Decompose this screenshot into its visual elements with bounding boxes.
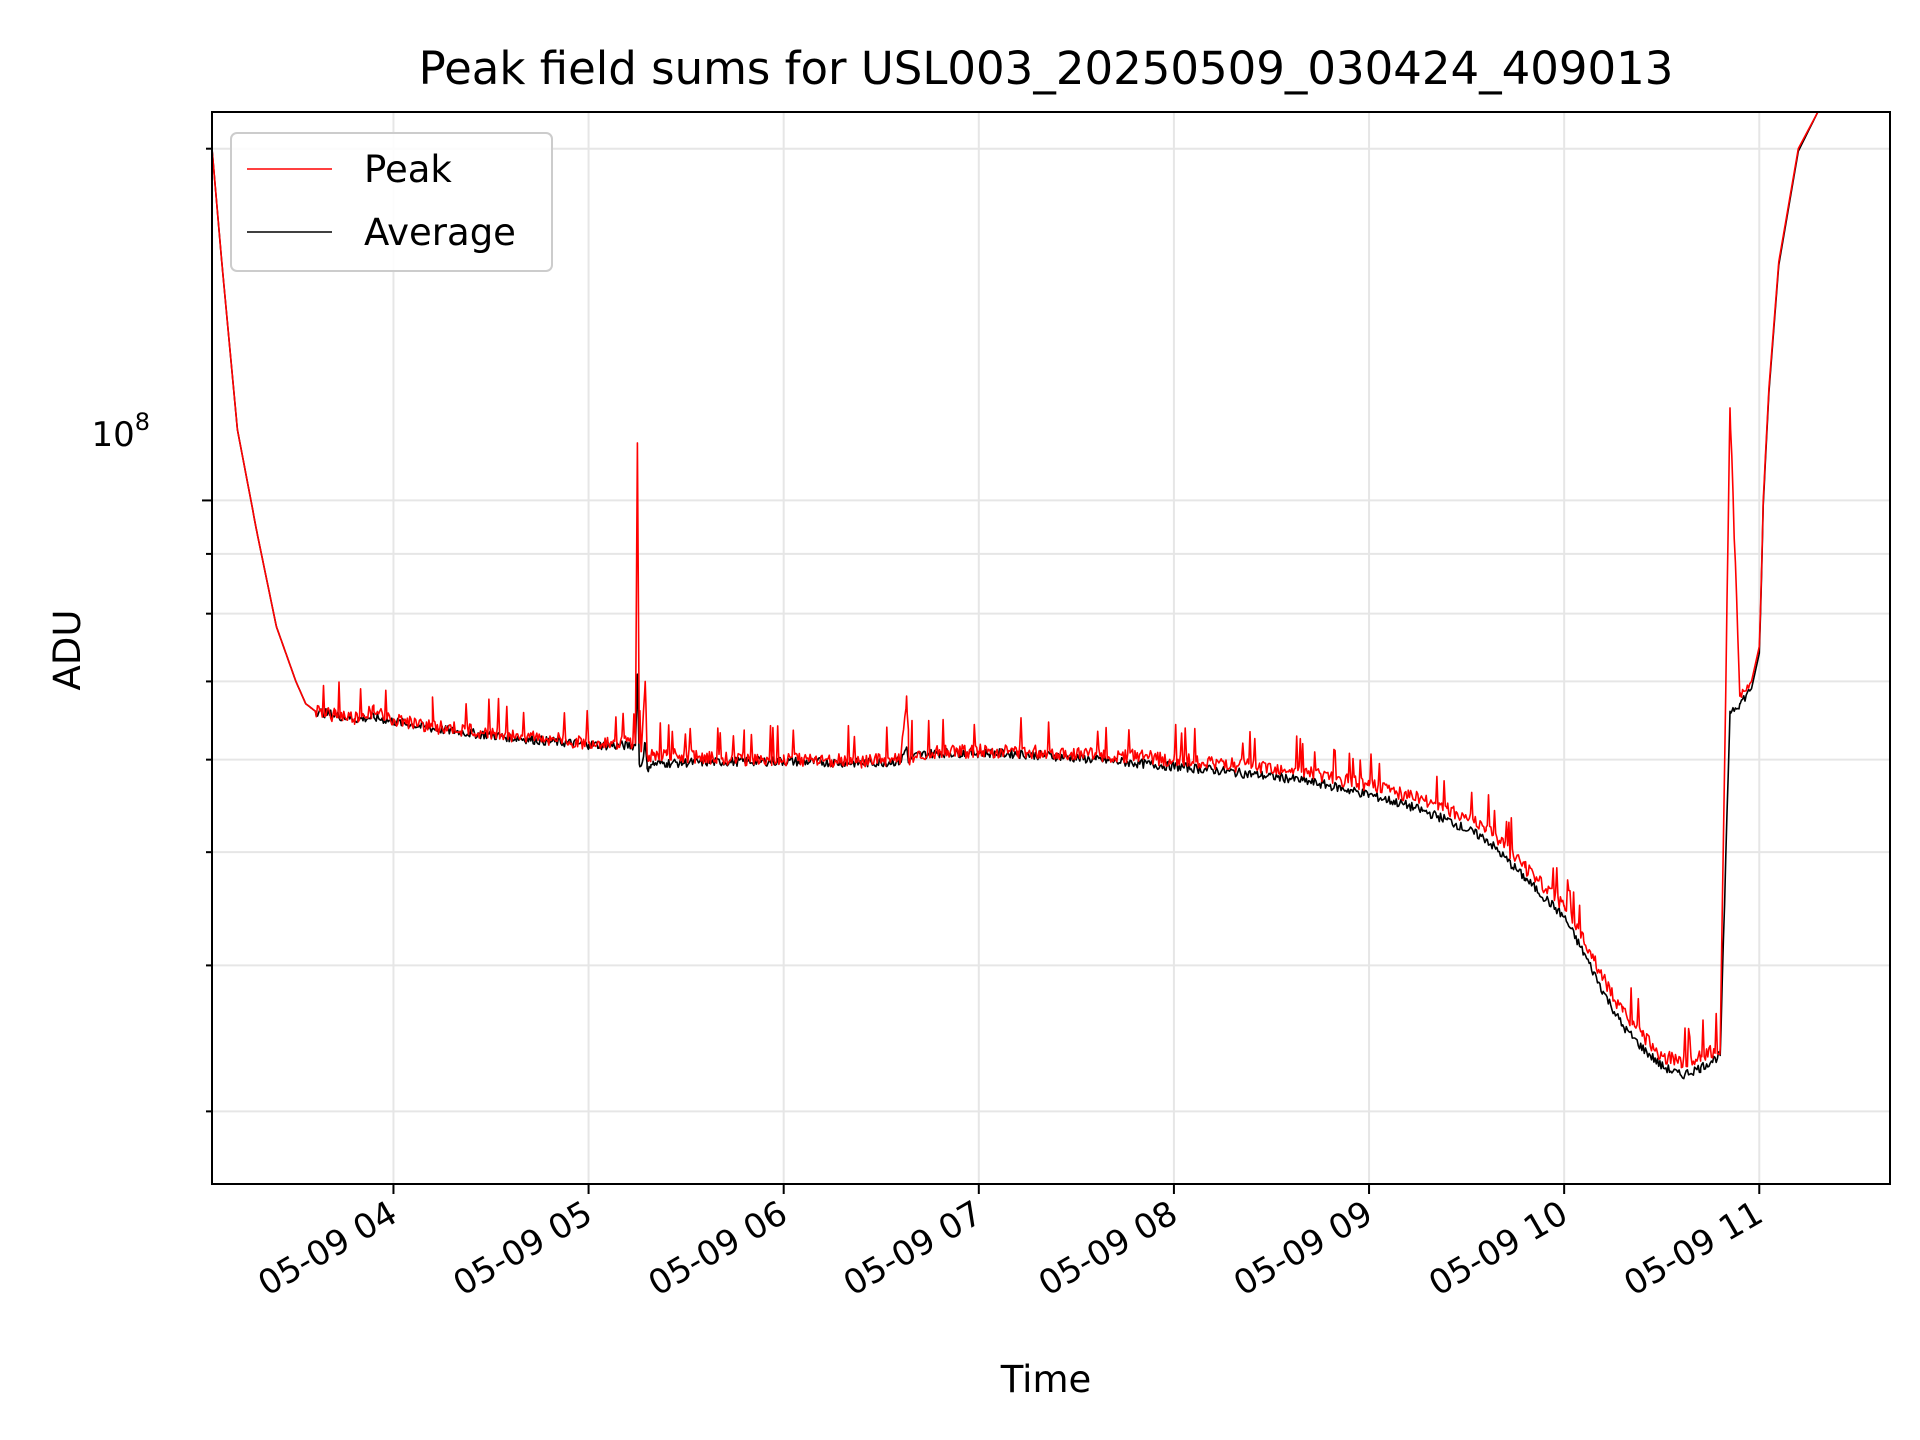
legend: Peak Average [230, 132, 553, 272]
y-axis-label: ADU [46, 610, 89, 691]
series-line-peak [211, 111, 1890, 1069]
grid [212, 112, 1890, 1184]
y-tick-base: 10 [91, 415, 134, 455]
series-group [211, 111, 1890, 1080]
svg-text:108: 108 [91, 408, 150, 455]
chart-title: Peak field sums for USL003_20250509_0304… [419, 42, 1674, 95]
legend-label-peak: Peak [364, 148, 452, 191]
plot-frame [211, 111, 1891, 1185]
legend-box [230, 132, 553, 272]
x-axis-label: Time [1000, 1358, 1092, 1401]
legend-label-average: Average [364, 211, 516, 254]
y-major-tick-label: 108 [91, 408, 150, 455]
y-tick-exponent: 8 [135, 408, 150, 436]
